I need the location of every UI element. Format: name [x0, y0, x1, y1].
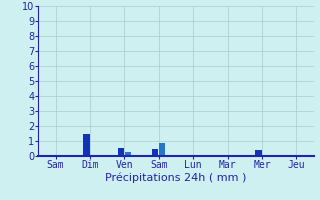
- Bar: [255, 150, 262, 156]
- Bar: [84, 134, 90, 156]
- Bar: [159, 142, 165, 156]
- X-axis label: Précipitations 24h ( mm ): Précipitations 24h ( mm ): [105, 173, 247, 183]
- Bar: [125, 152, 131, 156]
- Bar: [118, 148, 124, 156]
- Bar: [152, 149, 158, 156]
